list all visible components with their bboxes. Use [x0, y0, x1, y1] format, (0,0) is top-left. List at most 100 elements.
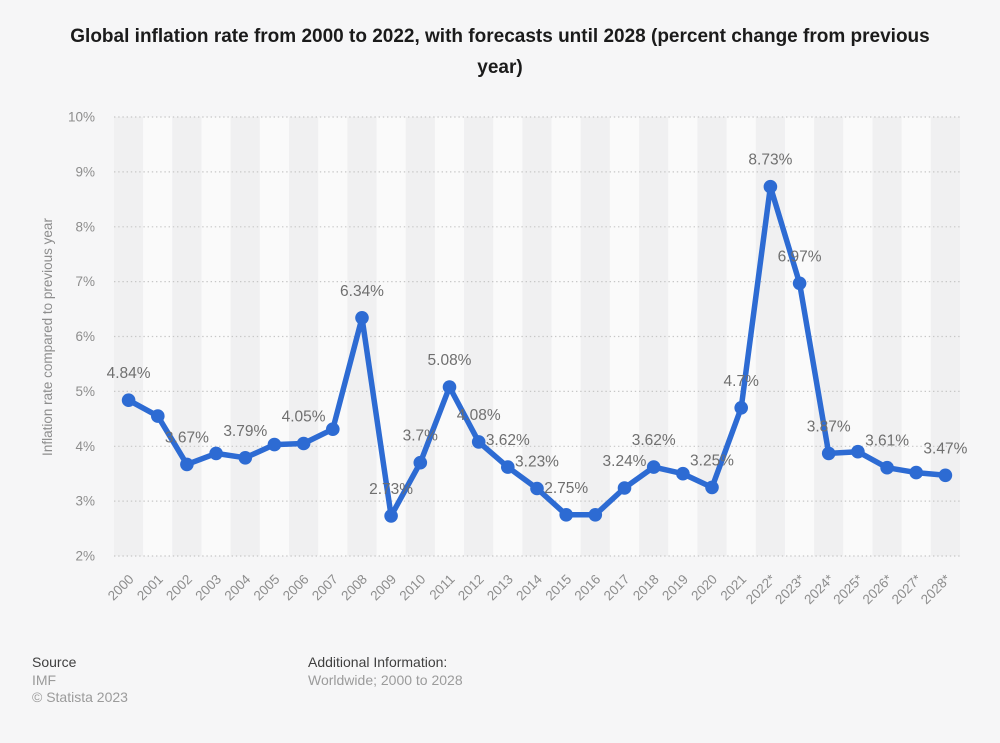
x-tick-label: 2027* — [889, 571, 925, 607]
x-tick-label: 2008 — [338, 572, 370, 604]
y-tick-label: 8% — [75, 219, 95, 234]
y-axis-ticks-group: 2% 3% 4% 5% 6% 7% 8% 9% 10% — [68, 110, 95, 564]
data-point[interactable] — [501, 460, 515, 474]
x-tick-label: 2009 — [367, 572, 399, 604]
data-point-label: 3.67% — [165, 429, 209, 446]
data-point[interactable] — [676, 466, 690, 481]
data-point[interactable] — [821, 446, 836, 461]
plot-band — [172, 117, 202, 556]
data-point[interactable] — [617, 481, 632, 495]
y-tick-label: 6% — [75, 329, 95, 344]
x-tick-label: 2019 — [659, 572, 691, 604]
y-tick-label: 7% — [75, 274, 95, 289]
data-point-label: 3.25% — [690, 452, 734, 469]
x-axis-ticks-group: 2000200120022003200420052006200720082009… — [105, 571, 954, 607]
source-heading: Source — [32, 654, 77, 670]
data-point[interactable] — [267, 437, 282, 452]
data-point-label: 3.7% — [403, 428, 439, 445]
data-point[interactable] — [851, 444, 865, 459]
x-tick-label: 2015 — [542, 572, 574, 604]
data-point-label: 3.47% — [923, 440, 967, 457]
x-tick-label: 2011 — [426, 572, 457, 603]
data-point[interactable] — [384, 509, 398, 523]
x-tick-label: 2020 — [688, 572, 720, 604]
x-tick-label: 2012 — [455, 572, 487, 604]
x-tick-label: 2003 — [192, 572, 224, 604]
data-point[interactable] — [209, 446, 223, 461]
data-point-label: 2.73% — [369, 481, 413, 498]
data-point[interactable] — [121, 393, 136, 408]
x-tick-label: 2002 — [163, 572, 195, 604]
source-block: Source IMF © Statista 2023 — [32, 654, 128, 707]
data-point-label: 6.97% — [778, 248, 822, 265]
y-tick-label: 9% — [75, 164, 95, 179]
data-point-label: 2.75% — [544, 480, 588, 497]
data-point[interactable] — [705, 480, 719, 495]
data-point-label: 4.84% — [107, 365, 151, 382]
x-tick-label: 2024* — [801, 571, 837, 607]
additional-info-block: Additional Information: Worldwide; 2000 … — [308, 654, 463, 689]
x-tick-label: 2023* — [772, 571, 808, 607]
x-tick-label: 2007 — [309, 572, 341, 604]
data-point[interactable] — [151, 409, 165, 423]
y-axis-title: Inflation rate compared to previous year — [40, 218, 55, 456]
plot-band — [930, 117, 960, 556]
data-point-label: 3.62% — [632, 432, 676, 449]
data-point[interactable] — [326, 422, 340, 437]
x-tick-label: 2010 — [397, 572, 429, 604]
y-tick-label: 5% — [75, 384, 95, 399]
copyright-notice: © Statista 2023 — [32, 689, 128, 705]
data-point-label: 4.05% — [282, 409, 326, 426]
additional-info-text: Worldwide; 2000 to 2028 — [308, 671, 463, 688]
y-tick-label: 10% — [68, 110, 95, 125]
data-point-label: 3.23% — [515, 454, 559, 471]
x-tick-label: 2005 — [251, 572, 283, 604]
data-point[interactable] — [588, 508, 603, 522]
data-point-label: 4.7% — [724, 373, 760, 390]
chart-title: Global inflation rate from 2000 to 2022,… — [70, 26, 930, 78]
data-point-label: 3.79% — [223, 423, 267, 440]
x-tick-label: 2004 — [222, 571, 254, 603]
x-tick-label: 2013 — [484, 572, 516, 604]
data-point-labels-group: 4.84% 3.67% 3.79% 4.05% 6.34% 2.73% 3.7% 5.08% 4… — [107, 152, 968, 498]
data-point[interactable] — [938, 468, 953, 483]
data-point[interactable] — [238, 451, 253, 465]
data-point[interactable] — [880, 460, 894, 475]
data-point-label: 3.87% — [807, 418, 851, 435]
data-point[interactable] — [355, 311, 369, 325]
data-point[interactable] — [471, 435, 486, 449]
data-point-label: 6.34% — [340, 283, 384, 300]
source-name: IMF — [32, 671, 57, 688]
data-point-label: 4.08% — [457, 407, 501, 424]
data-point-label: 3.61% — [865, 433, 909, 450]
data-point-label: 5.08% — [428, 352, 472, 369]
data-point-label: 3.24% — [603, 453, 647, 470]
data-point[interactable] — [909, 465, 923, 480]
data-point[interactable] — [530, 481, 544, 496]
x-tick-label: 2018 — [630, 572, 662, 604]
data-points-group — [121, 179, 953, 523]
x-tick-label: 2026* — [860, 571, 896, 607]
data-point[interactable] — [559, 508, 573, 522]
x-tick-label: 2022* — [743, 571, 779, 607]
data-point[interactable] — [734, 401, 748, 415]
y-tick-label: 4% — [75, 439, 95, 454]
data-point-label: 3.62% — [486, 432, 530, 449]
data-point[interactable] — [296, 436, 311, 451]
x-tick-label: 2000 — [105, 572, 137, 604]
data-point[interactable] — [180, 457, 194, 472]
additional-info-heading: Additional Information: — [308, 654, 448, 670]
data-point[interactable] — [792, 276, 807, 291]
x-tick-label: 2016 — [572, 572, 604, 604]
x-tick-label: 2017 — [601, 572, 633, 604]
data-point[interactable] — [646, 460, 661, 474]
data-point[interactable] — [442, 380, 457, 394]
data-point[interactable] — [413, 455, 428, 470]
y-tick-label: 2% — [75, 549, 95, 564]
data-point[interactable] — [763, 179, 778, 194]
x-tick-label: 2028* — [918, 571, 954, 607]
data-point-label: 8.73% — [748, 152, 792, 169]
x-tick-label: 2014 — [513, 571, 545, 603]
